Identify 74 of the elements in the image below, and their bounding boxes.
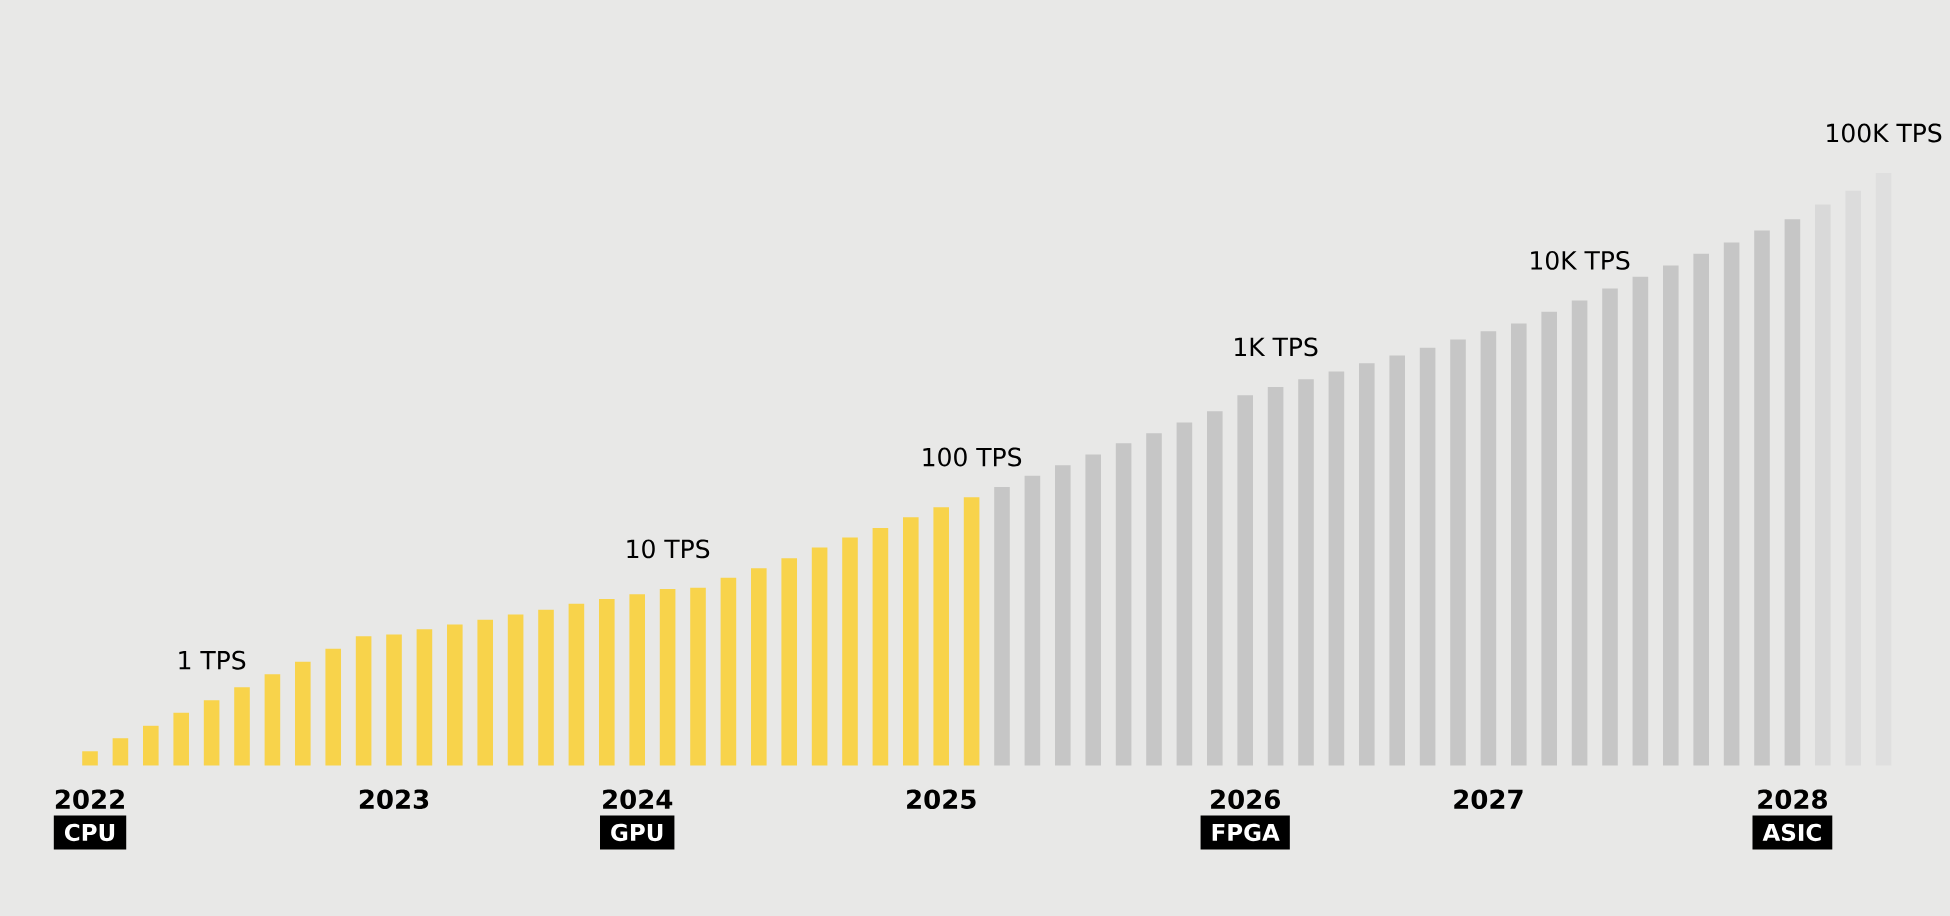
bar — [112, 738, 129, 766]
bar — [933, 507, 949, 766]
text: GPU — [611, 823, 663, 842]
bar — [1146, 433, 1162, 766]
bar — [1328, 371, 1345, 766]
bar — [1784, 219, 1801, 766]
text: FPGA — [1212, 823, 1280, 842]
bar — [477, 619, 494, 766]
bar — [659, 588, 676, 766]
x-tick-label: 2024 — [603, 789, 673, 810]
bar — [963, 497, 980, 766]
bar — [386, 634, 402, 766]
bar — [1419, 347, 1436, 766]
bar — [416, 629, 433, 766]
x-tick-label: 2028 — [1758, 789, 1827, 810]
bar — [1115, 443, 1132, 766]
bar — [264, 674, 281, 766]
bar — [234, 687, 250, 766]
bar — [1024, 475, 1041, 766]
x-tick-label: 2023 — [359, 789, 429, 810]
bar — [994, 487, 1010, 766]
annotation: 10K TPS — [1531, 250, 1630, 270]
bar — [1662, 265, 1679, 766]
bar — [325, 648, 342, 766]
bar — [599, 599, 615, 766]
bar — [1267, 386, 1284, 766]
bar — [872, 527, 889, 766]
bar — [82, 751, 98, 766]
bar — [1754, 230, 1770, 766]
x-tick-label: 2022 — [55, 789, 124, 810]
annotation: 1 TPS — [179, 650, 246, 670]
bar — [690, 587, 706, 766]
bar — [1389, 355, 1405, 766]
bar — [507, 614, 524, 766]
bar — [295, 661, 311, 766]
bar — [903, 517, 919, 766]
bar — [1237, 395, 1253, 766]
annotation: 10 TPS — [627, 539, 710, 559]
bar — [842, 537, 858, 766]
bar — [1055, 465, 1071, 766]
bar — [720, 577, 737, 766]
bar — [1207, 411, 1223, 766]
bar — [568, 603, 585, 766]
bar — [203, 700, 220, 766]
bar — [1602, 288, 1618, 766]
bar — [538, 609, 554, 766]
annotation: 100 TPS — [923, 447, 1022, 467]
bar — [811, 547, 828, 766]
bar — [1541, 311, 1557, 766]
bar — [173, 712, 190, 766]
bar — [1632, 276, 1649, 766]
bar — [1085, 454, 1101, 766]
bar — [143, 725, 159, 766]
bar — [751, 568, 767, 766]
bar — [629, 594, 646, 766]
x-tick-label: 2026 — [1211, 789, 1280, 810]
x-tick-label: 2025 — [907, 789, 976, 810]
x-tick-label: 2027 — [1454, 789, 1523, 810]
annotation: 100K TPS — [1827, 123, 1942, 143]
bar — [1723, 242, 1740, 766]
bar — [1693, 253, 1709, 766]
bar — [1298, 379, 1314, 766]
bar — [447, 624, 463, 766]
text: CPU — [64, 823, 115, 842]
bar — [1571, 300, 1588, 766]
annotation: 1K TPS — [1235, 337, 1318, 357]
bar — [1359, 363, 1375, 766]
text: ASIC — [1762, 823, 1821, 842]
bar — [355, 636, 372, 766]
bar — [1511, 323, 1527, 766]
bar — [781, 558, 798, 766]
bar — [1176, 422, 1193, 766]
bar — [1480, 331, 1497, 766]
bar — [1450, 339, 1466, 766]
